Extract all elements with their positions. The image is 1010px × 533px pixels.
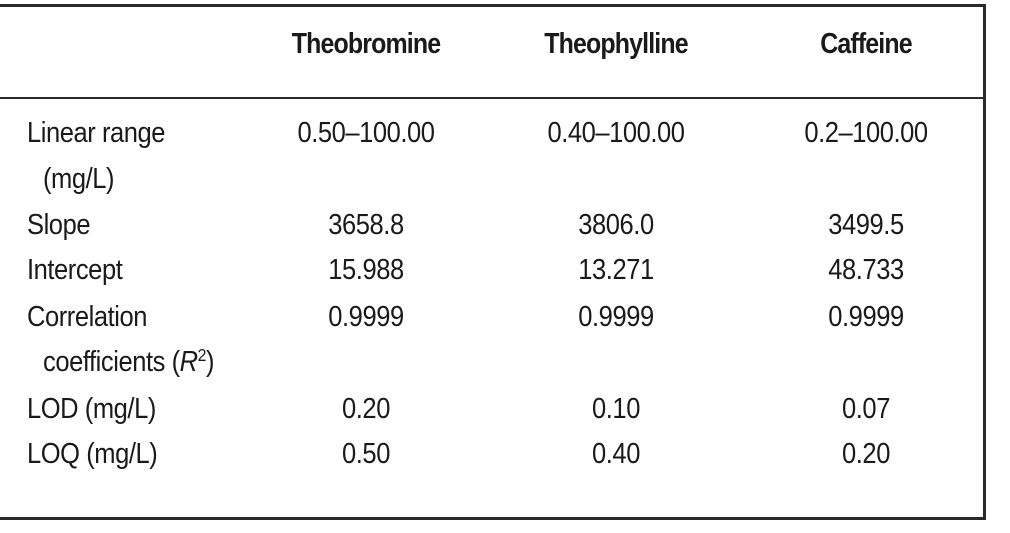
cell-lod-theophylline: 0.10 — [592, 393, 640, 425]
cell-correlation-theobromine: 0.9999 — [328, 301, 404, 333]
cell-intercept-theobromine: 15.988 — [328, 254, 404, 286]
cell-loq-caffeine: 0.20 — [842, 438, 890, 470]
table-frame — [0, 4, 986, 520]
correlation-r-symbol: R — [179, 346, 198, 378]
row-label-correlation-line2: coefficients (R2) — [43, 345, 215, 379]
row-label-loq: LOQ (mg/L) — [27, 438, 158, 470]
cell-correlation-caffeine: 0.9999 — [828, 301, 904, 333]
header-theobromine: Theobromine — [291, 28, 441, 60]
row-label-linear-range-unit: (mg/L) — [43, 163, 115, 195]
cell-linear-range-caffeine: 0.2–100.00 — [804, 117, 928, 149]
row-label-linear-range: Linear range — [27, 117, 166, 149]
cell-lod-caffeine: 0.07 — [842, 393, 890, 425]
correlation-prefix: coefficients ( — [43, 346, 180, 378]
cell-slope-theobromine: 3658.8 — [328, 209, 404, 241]
header-divider — [0, 97, 986, 99]
cell-intercept-caffeine: 48.733 — [828, 254, 904, 286]
row-label-correlation: Correlation — [27, 301, 147, 333]
header-caffeine: Caffeine — [820, 28, 912, 60]
cell-loq-theobromine: 0.50 — [342, 438, 390, 470]
cell-lod-theobromine: 0.20 — [342, 393, 390, 425]
cell-loq-theophylline: 0.40 — [592, 438, 640, 470]
cell-correlation-theophylline: 0.9999 — [578, 301, 654, 333]
cell-linear-range-theobromine: 0.50–100.00 — [297, 117, 435, 149]
correlation-superscript: 2 — [197, 345, 207, 366]
cell-linear-range-theophylline: 0.40–100.00 — [547, 117, 685, 149]
correlation-suffix: ) — [205, 346, 215, 378]
header-theophylline: Theophylline — [544, 28, 688, 60]
row-label-intercept: Intercept — [27, 254, 123, 286]
cell-slope-caffeine: 3499.5 — [828, 209, 904, 241]
row-label-slope: Slope — [27, 209, 91, 241]
cell-slope-theophylline: 3806.0 — [578, 209, 654, 241]
cell-intercept-theophylline: 13.271 — [578, 254, 654, 286]
row-label-lod: LOD (mg/L) — [27, 393, 156, 425]
